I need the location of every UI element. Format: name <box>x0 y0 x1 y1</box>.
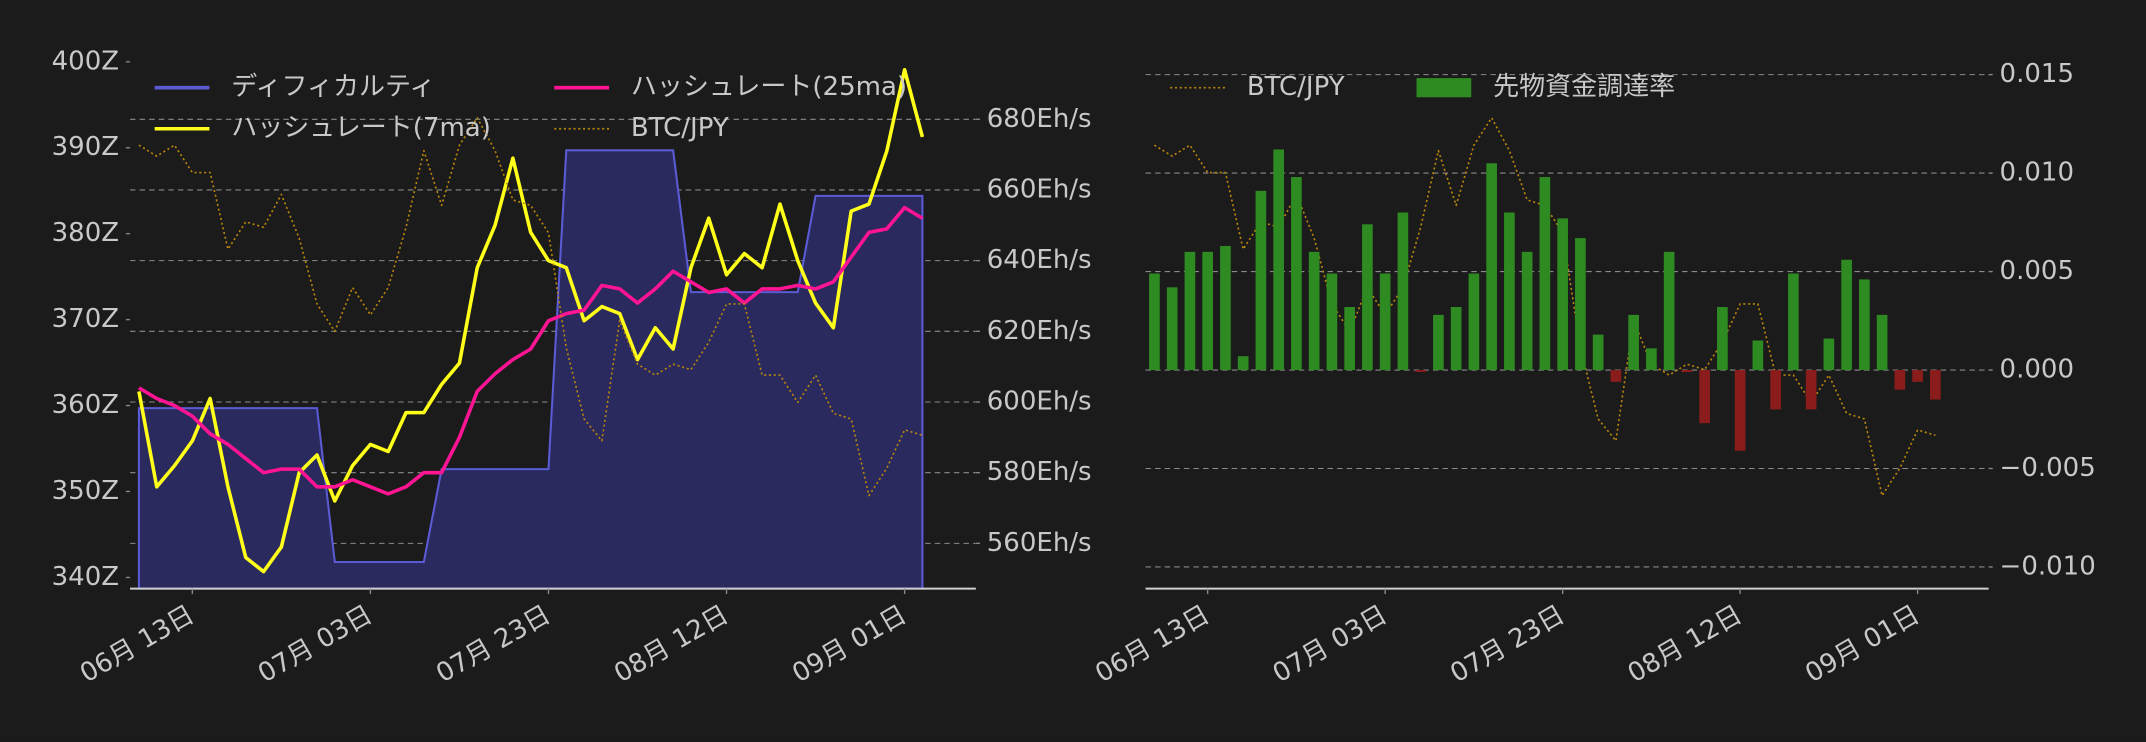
bar <box>1912 370 1923 382</box>
bar <box>1894 370 1906 390</box>
bar <box>1450 307 1462 371</box>
y-tick-label: 370Z <box>52 304 119 334</box>
bar <box>1610 370 1622 382</box>
bar <box>1663 251 1675 371</box>
bar <box>1379 273 1391 371</box>
bar <box>1220 245 1231 371</box>
bar <box>1575 238 1586 371</box>
bar <box>1876 314 1888 371</box>
bar <box>1859 279 1870 371</box>
bar <box>1628 314 1639 371</box>
legend-label: ディフィカルティ <box>231 72 435 102</box>
bar <box>1486 163 1497 371</box>
bar <box>1770 370 1781 410</box>
y-tick-label: 680Eh/s <box>987 104 1092 134</box>
y-tick-label: −0.010 <box>2000 551 2096 581</box>
y-tick-label: 660Eh/s <box>987 174 1092 204</box>
bar <box>1539 177 1551 371</box>
bar <box>1433 314 1444 371</box>
y-tick-label: 0.000 <box>2000 355 2074 385</box>
bar <box>1930 370 1941 400</box>
bar <box>1397 212 1409 371</box>
area <box>137 149 924 590</box>
y-tick-label: 580Eh/s <box>987 457 1092 487</box>
y-tick-label: 400Z <box>52 46 119 76</box>
y-tick-label: 0.015 <box>2000 59 2074 89</box>
y-tick-label: 350Z <box>52 476 119 506</box>
bar <box>1415 370 1426 372</box>
bar <box>1326 273 1338 371</box>
y-tick-label: 640Eh/s <box>987 245 1092 275</box>
bar <box>1273 149 1284 371</box>
line <box>137 68 925 574</box>
bar <box>1255 190 1267 371</box>
y-tick-label: 380Z <box>52 218 119 248</box>
bar <box>1166 287 1178 371</box>
bar <box>1699 370 1710 424</box>
bar <box>1291 177 1302 371</box>
bar <box>1237 356 1249 371</box>
y-tick-label: 560Eh/s <box>987 528 1092 558</box>
bar <box>1681 370 1693 372</box>
y-tick-label: −0.005 <box>2000 453 2096 483</box>
legend-swatch <box>1416 78 1472 98</box>
bar <box>1149 273 1160 371</box>
legend-label: BTC/JPY <box>631 113 729 143</box>
y-tick-label: 600Eh/s <box>987 387 1092 417</box>
y-tick-label: 0.010 <box>2000 158 2074 188</box>
bar <box>1202 251 1213 371</box>
legend-label: 先物資金調達率 <box>1493 72 1675 102</box>
y-tick-label: 360Z <box>52 390 119 420</box>
bar <box>1788 273 1799 371</box>
bar <box>1592 334 1604 371</box>
bar <box>1557 218 1568 371</box>
bar <box>1823 338 1835 371</box>
bar <box>1344 307 1355 371</box>
bar <box>1504 212 1515 371</box>
y-tick-label: 0.005 <box>2000 256 2074 286</box>
bar <box>1468 273 1480 371</box>
bar <box>1184 251 1196 371</box>
legend-label: ハッシュレート(25ma) <box>631 72 907 102</box>
legend-label: ハッシュレート(7ma) <box>231 113 491 143</box>
bar <box>1841 259 1852 371</box>
bar <box>1734 370 1746 451</box>
y-tick-label: 390Z <box>52 132 119 162</box>
legend-label: BTC/JPY <box>1247 72 1345 102</box>
bar <box>1308 251 1320 371</box>
y-tick-label: 620Eh/s <box>987 316 1092 346</box>
bar <box>1646 348 1657 371</box>
line <box>138 205 924 496</box>
bar <box>1521 251 1533 371</box>
bar <box>1362 224 1373 371</box>
bar <box>1752 340 1764 371</box>
bar <box>1805 370 1817 410</box>
bar <box>1717 307 1728 371</box>
y-tick-label: 340Z <box>52 562 119 592</box>
